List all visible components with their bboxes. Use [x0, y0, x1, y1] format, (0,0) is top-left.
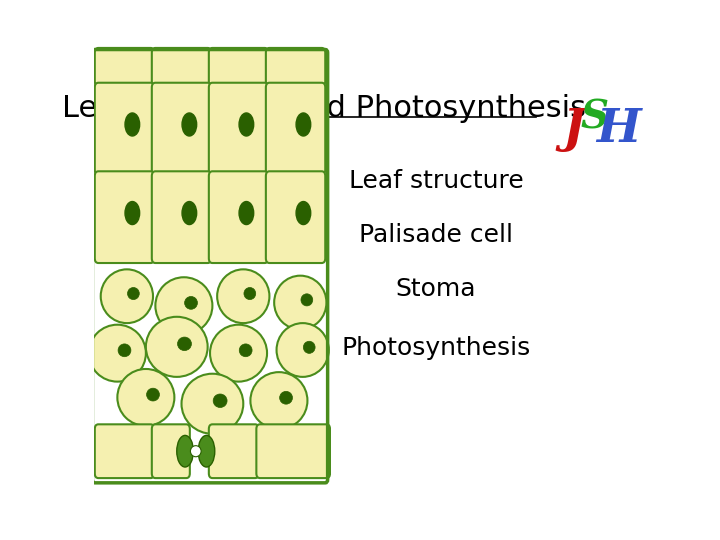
Ellipse shape	[210, 325, 267, 382]
Ellipse shape	[279, 392, 292, 404]
Text: Leaf structure: Leaf structure	[348, 169, 523, 193]
Ellipse shape	[239, 113, 253, 136]
Ellipse shape	[239, 201, 253, 225]
FancyBboxPatch shape	[95, 83, 154, 174]
Ellipse shape	[181, 374, 243, 434]
FancyBboxPatch shape	[209, 83, 269, 174]
FancyBboxPatch shape	[152, 171, 211, 263]
Ellipse shape	[182, 113, 197, 136]
Ellipse shape	[125, 113, 140, 136]
Text: S: S	[581, 98, 609, 136]
Ellipse shape	[276, 323, 329, 377]
FancyBboxPatch shape	[95, 424, 154, 478]
Ellipse shape	[177, 435, 194, 467]
FancyBboxPatch shape	[209, 424, 258, 478]
Ellipse shape	[274, 276, 326, 329]
Ellipse shape	[178, 337, 192, 350]
FancyBboxPatch shape	[266, 48, 325, 86]
Ellipse shape	[213, 394, 227, 408]
FancyBboxPatch shape	[95, 48, 154, 86]
Ellipse shape	[118, 344, 131, 357]
FancyBboxPatch shape	[209, 48, 269, 86]
Ellipse shape	[244, 287, 256, 300]
FancyBboxPatch shape	[256, 424, 330, 478]
Ellipse shape	[117, 369, 174, 426]
FancyBboxPatch shape	[95, 171, 154, 263]
Ellipse shape	[184, 296, 197, 309]
Ellipse shape	[127, 287, 139, 300]
Text: H: H	[596, 106, 641, 152]
Ellipse shape	[217, 269, 269, 323]
FancyBboxPatch shape	[209, 171, 269, 263]
Ellipse shape	[101, 269, 153, 323]
Ellipse shape	[296, 113, 311, 136]
Ellipse shape	[296, 201, 311, 225]
Ellipse shape	[190, 446, 201, 457]
FancyBboxPatch shape	[152, 48, 211, 86]
Ellipse shape	[198, 435, 215, 467]
Text: Leaf Structure and Photosynthesis: Leaf Structure and Photosynthesis	[63, 94, 586, 123]
Text: Palisade cell: Palisade cell	[359, 223, 513, 247]
Ellipse shape	[125, 201, 140, 225]
Ellipse shape	[251, 372, 307, 429]
FancyBboxPatch shape	[152, 83, 211, 174]
FancyBboxPatch shape	[266, 83, 325, 174]
Text: Stoma: Stoma	[396, 278, 476, 301]
Ellipse shape	[156, 277, 212, 334]
Ellipse shape	[146, 317, 207, 377]
FancyBboxPatch shape	[266, 171, 325, 263]
Ellipse shape	[303, 341, 315, 353]
Ellipse shape	[182, 201, 197, 225]
FancyBboxPatch shape	[152, 424, 190, 478]
Ellipse shape	[89, 325, 146, 382]
Text: J: J	[562, 106, 585, 152]
Ellipse shape	[239, 344, 252, 357]
Ellipse shape	[301, 294, 312, 306]
Ellipse shape	[147, 388, 159, 401]
Text: Photosynthesis: Photosynthesis	[341, 335, 531, 360]
